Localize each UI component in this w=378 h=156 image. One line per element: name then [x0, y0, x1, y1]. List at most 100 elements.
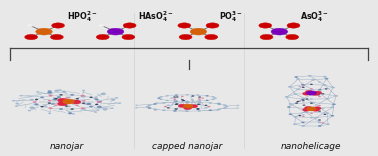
Circle shape — [323, 76, 327, 77]
Circle shape — [97, 101, 101, 103]
Circle shape — [167, 105, 170, 106]
Circle shape — [315, 117, 318, 118]
Circle shape — [101, 93, 106, 95]
Circle shape — [173, 97, 176, 98]
Circle shape — [218, 103, 220, 104]
Circle shape — [15, 103, 19, 104]
Circle shape — [314, 107, 321, 110]
Circle shape — [307, 107, 316, 111]
Circle shape — [325, 88, 327, 90]
Circle shape — [167, 107, 170, 108]
Circle shape — [82, 100, 85, 101]
Circle shape — [71, 108, 74, 110]
Circle shape — [97, 101, 102, 103]
Circle shape — [259, 23, 272, 28]
Circle shape — [214, 98, 217, 99]
Circle shape — [178, 23, 191, 28]
Circle shape — [48, 102, 51, 104]
Circle shape — [197, 109, 200, 110]
Circle shape — [302, 100, 305, 101]
Circle shape — [184, 106, 192, 110]
Circle shape — [62, 99, 74, 104]
Circle shape — [95, 99, 99, 100]
Circle shape — [198, 97, 201, 98]
Circle shape — [123, 23, 136, 28]
Circle shape — [294, 93, 297, 95]
Circle shape — [318, 105, 321, 106]
Circle shape — [57, 98, 67, 102]
Circle shape — [170, 98, 173, 99]
Circle shape — [331, 115, 334, 116]
Circle shape — [217, 109, 221, 110]
Circle shape — [322, 93, 324, 94]
Circle shape — [29, 107, 35, 109]
Circle shape — [310, 117, 313, 118]
Circle shape — [223, 107, 226, 109]
Circle shape — [54, 105, 57, 106]
Circle shape — [186, 108, 189, 110]
Circle shape — [302, 85, 305, 86]
Circle shape — [183, 104, 193, 108]
Text: $\mathbf{HAsO_4^{2-}}$: $\mathbf{HAsO_4^{2-}}$ — [138, 10, 174, 24]
Circle shape — [306, 98, 308, 100]
Circle shape — [311, 79, 315, 81]
Circle shape — [48, 113, 51, 114]
Circle shape — [76, 100, 79, 101]
Circle shape — [20, 95, 23, 96]
Circle shape — [198, 110, 201, 112]
Circle shape — [191, 99, 193, 100]
Circle shape — [148, 107, 151, 109]
Circle shape — [94, 97, 98, 99]
Circle shape — [153, 103, 157, 105]
Circle shape — [122, 34, 135, 40]
Circle shape — [103, 108, 107, 110]
Circle shape — [299, 86, 301, 87]
Circle shape — [153, 109, 157, 110]
Circle shape — [181, 96, 184, 97]
Circle shape — [173, 99, 176, 100]
Circle shape — [70, 94, 74, 96]
Circle shape — [43, 105, 47, 107]
Circle shape — [68, 106, 71, 107]
Circle shape — [302, 116, 305, 117]
Circle shape — [289, 113, 292, 115]
Circle shape — [176, 96, 178, 98]
Circle shape — [83, 108, 86, 110]
Circle shape — [217, 110, 219, 111]
Circle shape — [225, 106, 228, 107]
Circle shape — [89, 106, 93, 107]
Circle shape — [186, 94, 189, 95]
Circle shape — [299, 115, 301, 116]
Circle shape — [25, 34, 38, 40]
Circle shape — [201, 98, 204, 99]
Circle shape — [175, 108, 178, 110]
Circle shape — [286, 34, 299, 40]
Text: nanohelicage: nanohelicage — [281, 142, 342, 151]
Circle shape — [166, 100, 169, 101]
Circle shape — [302, 92, 310, 95]
Circle shape — [12, 100, 15, 101]
Circle shape — [27, 24, 33, 27]
Circle shape — [204, 105, 207, 106]
Circle shape — [57, 96, 61, 98]
Circle shape — [178, 104, 186, 108]
Circle shape — [148, 105, 151, 106]
Circle shape — [179, 34, 192, 40]
Circle shape — [198, 99, 201, 100]
Circle shape — [302, 114, 305, 115]
Circle shape — [99, 24, 104, 27]
Circle shape — [96, 34, 109, 40]
Circle shape — [318, 89, 322, 90]
Circle shape — [55, 98, 58, 99]
Circle shape — [36, 28, 52, 35]
Circle shape — [57, 102, 67, 106]
Circle shape — [192, 95, 194, 97]
Circle shape — [332, 87, 335, 88]
Circle shape — [65, 97, 68, 98]
Circle shape — [301, 125, 305, 127]
Circle shape — [97, 106, 102, 108]
Circle shape — [271, 28, 288, 35]
Circle shape — [36, 91, 39, 93]
Circle shape — [301, 84, 305, 85]
Circle shape — [294, 116, 297, 117]
